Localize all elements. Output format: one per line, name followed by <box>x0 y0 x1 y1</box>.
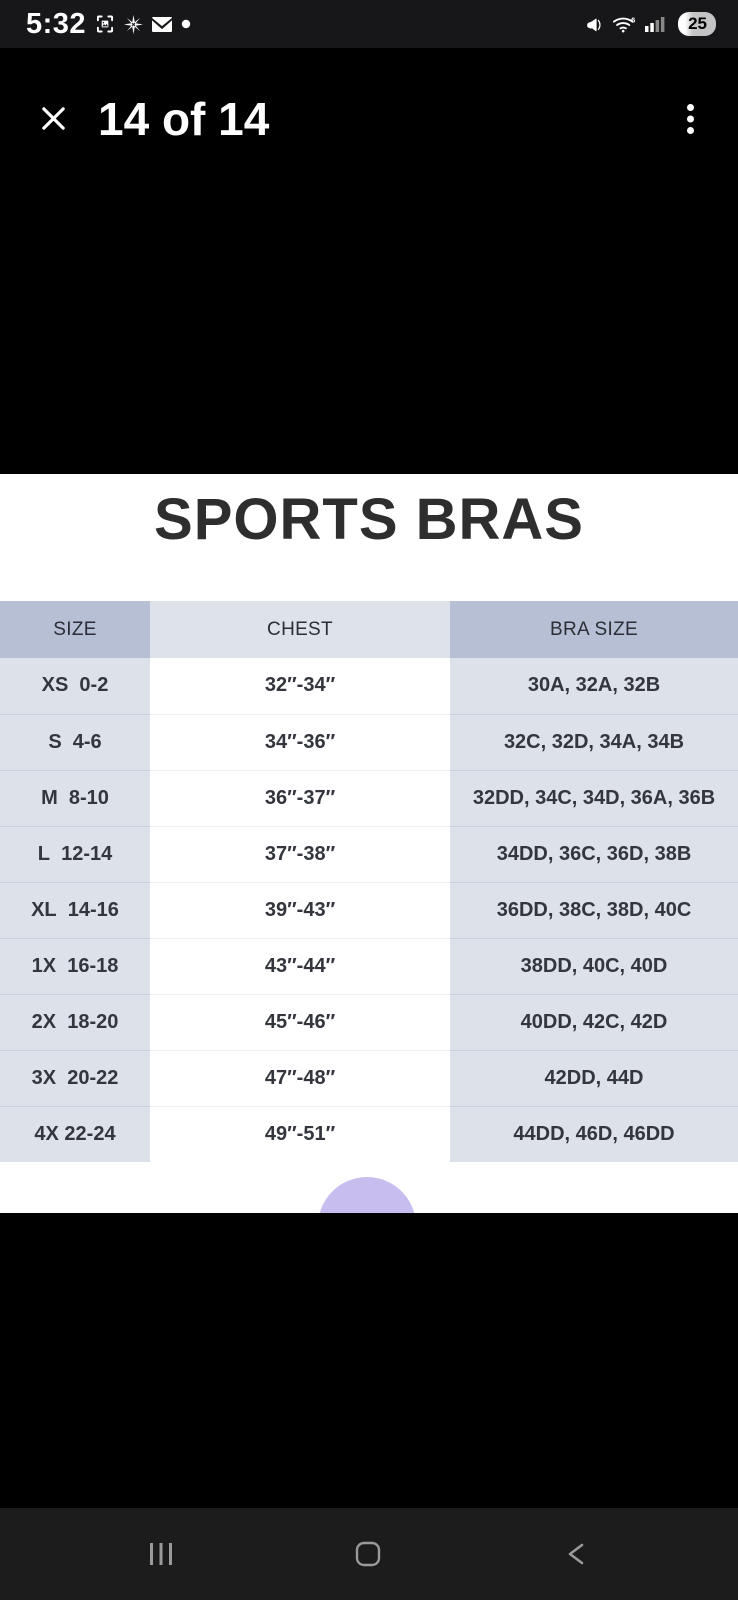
svg-text:6: 6 <box>631 16 635 25</box>
